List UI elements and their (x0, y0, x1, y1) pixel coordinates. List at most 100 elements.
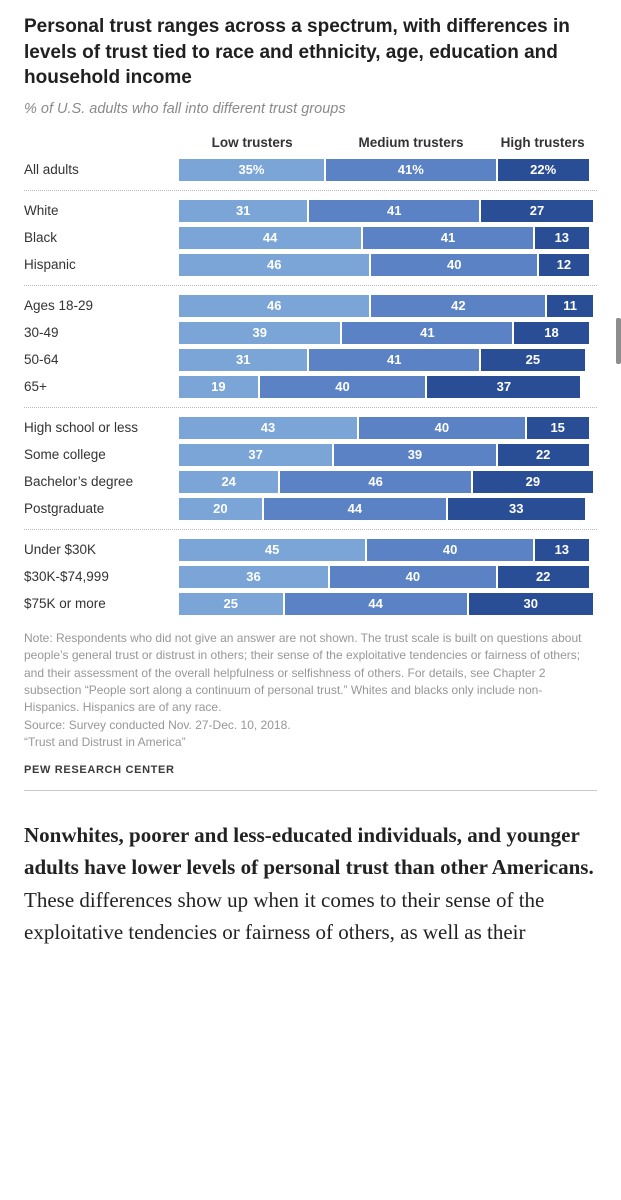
row-label: Some college (24, 447, 179, 462)
chart-row: Bachelor’s degree244629 (24, 470, 597, 494)
group-separator (24, 285, 597, 286)
column-header-medium: Medium trusters (325, 135, 496, 150)
segment-low: 35% (179, 159, 324, 181)
segment-medium: 44 (264, 498, 446, 520)
row-label: 30-49 (24, 325, 179, 340)
row-label: Bachelor’s degree (24, 474, 179, 489)
segment-medium: 39 (334, 444, 495, 466)
segment-low: 25 (179, 593, 283, 615)
row-bar: 444113 (179, 227, 597, 249)
segment-medium: 40 (260, 376, 426, 398)
segment-high: 30 (469, 593, 593, 615)
row-bar: 314125 (179, 349, 597, 371)
column-headers: Low trustersMedium trustersHigh trusters (24, 135, 597, 150)
row-bar: 434015 (179, 417, 597, 439)
stacked-bar-chart: Low trustersMedium trustersHigh trusters… (24, 135, 597, 616)
segment-low: 31 (179, 200, 307, 222)
note-line: “Trust and Distrust in America” (24, 734, 597, 751)
segment-medium: 40 (359, 417, 525, 439)
chart-row: 50-64314125 (24, 348, 597, 372)
chart-row: Some college373922 (24, 443, 597, 467)
segment-medium: 40 (330, 566, 496, 588)
note-line: Note: Respondents who did not give an an… (24, 630, 597, 717)
row-bar: 254430 (179, 593, 597, 615)
segment-medium: 41 (309, 200, 479, 222)
row-bar: 454013 (179, 539, 597, 561)
group-separator (24, 529, 597, 530)
segment-high: 18 (514, 322, 589, 344)
segment-low: 37 (179, 444, 332, 466)
chart-row: High school or less434015 (24, 416, 597, 440)
chart-row: Ages 18-29464211 (24, 294, 597, 318)
chart-subtitle: % of U.S. adults who fall into different… (24, 101, 597, 117)
group-separator (24, 407, 597, 408)
divider (24, 790, 597, 791)
row-bar: 204433 (179, 498, 597, 520)
segment-low: 20 (179, 498, 262, 520)
row-label: $75K or more (24, 596, 179, 611)
row-label: High school or less (24, 420, 179, 435)
row-label: $30K-$74,999 (24, 569, 179, 584)
segment-medium: 46 (280, 471, 470, 493)
segment-high: 29 (473, 471, 593, 493)
segment-high: 11 (547, 295, 593, 317)
chart-row: 30-49394118 (24, 321, 597, 345)
segment-low: 39 (179, 322, 340, 344)
chart-row: Black444113 (24, 226, 597, 250)
segment-high: 15 (527, 417, 589, 439)
segment-low: 44 (179, 227, 361, 249)
row-label: 50-64 (24, 352, 179, 367)
segment-medium: 41 (363, 227, 533, 249)
row-label: Postgraduate (24, 501, 179, 516)
chart-row: Under $30K454013 (24, 538, 597, 562)
segment-low: 45 (179, 539, 365, 561)
chart-attribution: PEW RESEARCH CENTER (24, 764, 597, 776)
column-header-high: High trusters (497, 135, 589, 150)
segment-medium: 41% (326, 159, 496, 181)
segment-low: 43 (179, 417, 357, 439)
chart-row: $75K or more254430 (24, 592, 597, 616)
row-bar: 373922 (179, 444, 597, 466)
article-lead: Nonwhites, poorer and less-educated indi… (24, 823, 594, 880)
chart-title: Personal trust ranges across a spectrum,… (24, 14, 597, 91)
row-label: Ages 18-29 (24, 298, 179, 313)
segment-medium: 42 (371, 295, 545, 317)
row-label: 65+ (24, 379, 179, 394)
article-rest: These differences show up when it comes … (24, 888, 544, 945)
row-bar: 35%41%22% (179, 159, 597, 181)
segment-medium: 40 (367, 539, 533, 561)
scrollbar-thumb[interactable] (616, 318, 621, 364)
article-body: Nonwhites, poorer and less-educated indi… (24, 819, 597, 949)
segment-high: 12 (539, 254, 589, 276)
chart-row: Postgraduate204433 (24, 497, 597, 521)
row-label: Hispanic (24, 257, 179, 272)
row-bar: 314127 (179, 200, 597, 222)
row-label: White (24, 203, 179, 218)
segment-low: 46 (179, 254, 369, 276)
page-root: Personal trust ranges across a spectrum,… (0, 0, 621, 949)
row-bar: 194037 (179, 376, 597, 398)
segment-high: 22 (498, 444, 589, 466)
row-bar: 394118 (179, 322, 597, 344)
group-separator (24, 190, 597, 191)
segment-low: 31 (179, 349, 307, 371)
segment-low: 46 (179, 295, 369, 317)
segment-low: 36 (179, 566, 328, 588)
segment-medium: 41 (342, 322, 512, 344)
segment-high: 13 (535, 539, 589, 561)
column-header-low: Low trusters (179, 135, 325, 150)
segment-high: 13 (535, 227, 589, 249)
segment-high: 37 (427, 376, 580, 398)
row-bar: 244629 (179, 471, 597, 493)
segment-medium: 44 (285, 593, 467, 615)
row-label: Under $30K (24, 542, 179, 557)
chart-row: 65+194037 (24, 375, 597, 399)
chart-row: White314127 (24, 199, 597, 223)
row-bar: 464012 (179, 254, 597, 276)
segment-high: 25 (481, 349, 585, 371)
chart-note: Note: Respondents who did not give an an… (24, 630, 597, 752)
chart-body: All adults35%41%22%White314127Black44411… (24, 158, 597, 616)
row-label: All adults (24, 162, 179, 177)
segment-high: 27 (481, 200, 593, 222)
row-label: Black (24, 230, 179, 245)
